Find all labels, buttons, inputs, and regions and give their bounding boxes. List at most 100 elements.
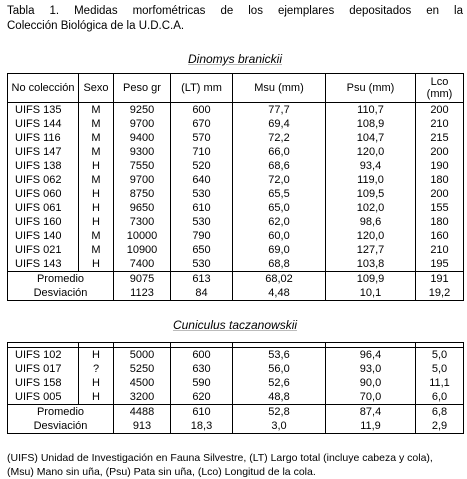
cell: H (78, 215, 114, 229)
cell: 9300 (113, 145, 171, 159)
cell: H (78, 390, 114, 405)
footnote-line: (Msu) Mano sin uña, (Psu) Pata sin uña, … (7, 466, 316, 478)
cell: 7550 (113, 159, 171, 173)
cell: 8750 (113, 187, 171, 201)
summary-cell: Desviación (7, 419, 114, 434)
data-row: UIFS 158 H 4500 590 52,6 90,0 11,1 (7, 376, 464, 390)
cell: 630 (170, 362, 233, 376)
cell: 66,0 (232, 145, 326, 159)
table: No colección Sexo Peso gr (LT) mm Msu (mm) Ps… (7, 73, 464, 301)
summary-row: Promedio 9075 613 68,02 109,9 191 (7, 271, 464, 286)
data-row: UIFS 135 M 9250 600 77,7 110,7 200 (7, 102, 464, 117)
cell: 200 (415, 187, 464, 201)
header-cell: Psu (mm) (325, 73, 416, 103)
summary-cell: 1123 (113, 286, 171, 301)
cell: 530 (170, 187, 233, 201)
summary-row: Desviación 913 18,3 3,0 11,9 2,9 (7, 419, 464, 434)
summary-cell: 913 (113, 419, 171, 434)
header-cell: Peso gr (113, 73, 171, 103)
data-row: UIFS 062 M 9700 640 72,0 119,0 180 (7, 173, 464, 187)
data-row: UIFS 021 M 10900 650 69,0 127,7 210 (7, 243, 464, 257)
cell: UIFS 147 (7, 145, 79, 159)
data-row: UIFS 116 M 9400 570 72,2 104,7 215 (7, 131, 464, 145)
cell: 790 (170, 229, 233, 243)
cell: UIFS 062 (7, 173, 79, 187)
data-row: UIFS 061 H 9650 610 65,0 102,0 155 (7, 201, 464, 215)
summary-cell: 2,9 (415, 419, 464, 434)
cell: 200 (415, 145, 464, 159)
cell: 670 (170, 117, 233, 131)
cell: M (78, 102, 114, 117)
cell: 610 (170, 201, 233, 215)
cell: 120,0 (325, 229, 416, 243)
cell: 9400 (113, 131, 171, 145)
footnote-line: (UIFS) Unidad de Investigación en Fauna … (7, 452, 433, 464)
cell: 180 (415, 173, 464, 187)
cell: 600 (170, 347, 233, 362)
cell: 4500 (113, 376, 171, 390)
cell: 77,7 (232, 102, 326, 117)
cell: 160 (415, 229, 464, 243)
cell: 9700 (113, 173, 171, 187)
table-title: Cuniculus taczanowskii (172, 318, 298, 332)
cell: 530 (170, 215, 233, 229)
cell: ? (78, 362, 114, 376)
summary-cell: 4488 (113, 404, 171, 419)
cell: 9650 (113, 201, 171, 215)
cell: 65,5 (232, 187, 326, 201)
cell: 93,0 (325, 362, 416, 376)
cell: H (78, 187, 114, 201)
cell: UIFS 160 (7, 215, 79, 229)
cell: 11,1 (415, 376, 464, 390)
data-row: UIFS 160 H 7300 530 62,0 98,6 180 (7, 215, 464, 229)
header-cell: Sexo (78, 73, 114, 103)
summary-cell: 68,02 (232, 271, 326, 286)
cell: 109,5 (325, 187, 416, 201)
cell: 90,0 (325, 376, 416, 390)
cell: 600 (170, 102, 233, 117)
cell: UIFS 116 (7, 131, 79, 145)
cell: 68,8 (232, 257, 326, 272)
cell: 650 (170, 243, 233, 257)
cell: 103,8 (325, 257, 416, 272)
cell: 10000 (113, 229, 171, 243)
cell: 7300 (113, 215, 171, 229)
cell: M (78, 229, 114, 243)
summary-cell: 3,0 (232, 419, 326, 434)
cell: 190 (415, 159, 464, 173)
cell: 5,0 (415, 362, 464, 376)
cell: 195 (415, 257, 464, 272)
data-row: UIFS 102 H 5000 600 53,6 96,4 5,0 (7, 347, 464, 362)
cell: UIFS 102 (7, 347, 79, 362)
cell: H (78, 257, 114, 272)
summary-cell: 84 (170, 286, 233, 301)
cell: 72,2 (232, 131, 326, 145)
summary-row: Desviación 1123 84 4,48 10,1 19,2 (7, 286, 464, 301)
summary-cell: 87,4 (325, 404, 416, 419)
caption: Tabla 1. Medidas morfométricas de los ej… (7, 4, 463, 34)
cell: 3200 (113, 390, 171, 405)
data-row: UIFS 147 M 9300 710 66,0 120,0 200 (7, 145, 464, 159)
data-row: UIFS 143 H 7400 530 68,8 103,8 195 (7, 257, 464, 272)
header-row: No colección Sexo Peso gr (LT) mm Msu (mm) Ps… (7, 73, 464, 103)
cell: 48,8 (232, 390, 326, 405)
cell: UIFS 061 (7, 201, 79, 215)
cell: UIFS 144 (7, 117, 79, 131)
cell: 72,0 (232, 173, 326, 187)
cell: 70,0 (325, 390, 416, 405)
cell: 110,7 (325, 102, 416, 117)
cell: M (78, 173, 114, 187)
cell: UIFS 143 (7, 257, 79, 272)
cell: 93,4 (325, 159, 416, 173)
caption-line: Colección Biológica de la U.D.C.A. (7, 20, 185, 32)
header-cell: Lco (mm) (415, 73, 464, 103)
cell: UIFS 005 (7, 390, 79, 405)
summary-cell: 9075 (113, 271, 171, 286)
cell: 68,6 (232, 159, 326, 173)
cell: 590 (170, 376, 233, 390)
cell: UIFS 140 (7, 229, 79, 243)
cell: UIFS 158 (7, 376, 79, 390)
summary-cell: Desviación (7, 286, 114, 301)
blank-cell (415, 342, 464, 348)
summary-cell: Promedio (7, 271, 114, 286)
